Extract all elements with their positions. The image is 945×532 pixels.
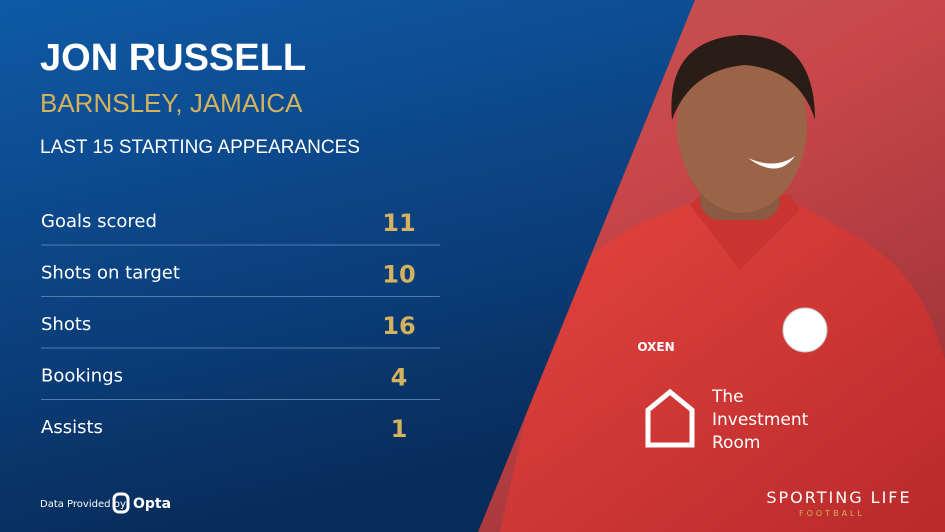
shirt-sponsor: OXEN xyxy=(637,340,674,354)
smile xyxy=(748,156,795,169)
stat-value: 4 xyxy=(391,364,408,392)
stat-value: 1 xyxy=(391,415,408,443)
stat-label: Assists xyxy=(41,417,103,438)
subtitle: LAST 15 STARTING APPEARANCES xyxy=(40,137,360,158)
stat-label: Bookings xyxy=(41,366,123,387)
club: BARNSLEY, JAMAICA xyxy=(40,88,303,118)
stat-label: Shots on target xyxy=(41,263,180,284)
stat-label: Shots xyxy=(41,314,91,335)
stat-label: Goals scored xyxy=(41,211,157,232)
brand: SPORTING LIFE xyxy=(766,488,911,507)
stat-value: 16 xyxy=(382,312,415,340)
sponsor-text: The xyxy=(711,387,744,407)
crest xyxy=(782,307,828,353)
head xyxy=(677,37,807,213)
stats-table: Goals scored 11 Shots on target 10 Shots 16 Bo… xyxy=(41,209,440,443)
provider: Opta xyxy=(133,496,171,512)
stat-value: 11 xyxy=(382,209,415,237)
player-figure: OXEN The Investment Room xyxy=(500,35,945,532)
sponsor-text: Room xyxy=(712,433,760,453)
sponsor-logo xyxy=(645,388,695,448)
player-name: JON RUSSELL xyxy=(40,37,306,79)
brand-sub: FOOTBALL xyxy=(799,509,865,518)
hair xyxy=(671,35,815,120)
opta-logo xyxy=(112,492,130,514)
data-provider: Data Provided by xyxy=(40,499,126,510)
stat-value: 10 xyxy=(382,261,415,289)
shirt xyxy=(500,200,945,532)
sponsor-text: Investment xyxy=(712,410,809,430)
